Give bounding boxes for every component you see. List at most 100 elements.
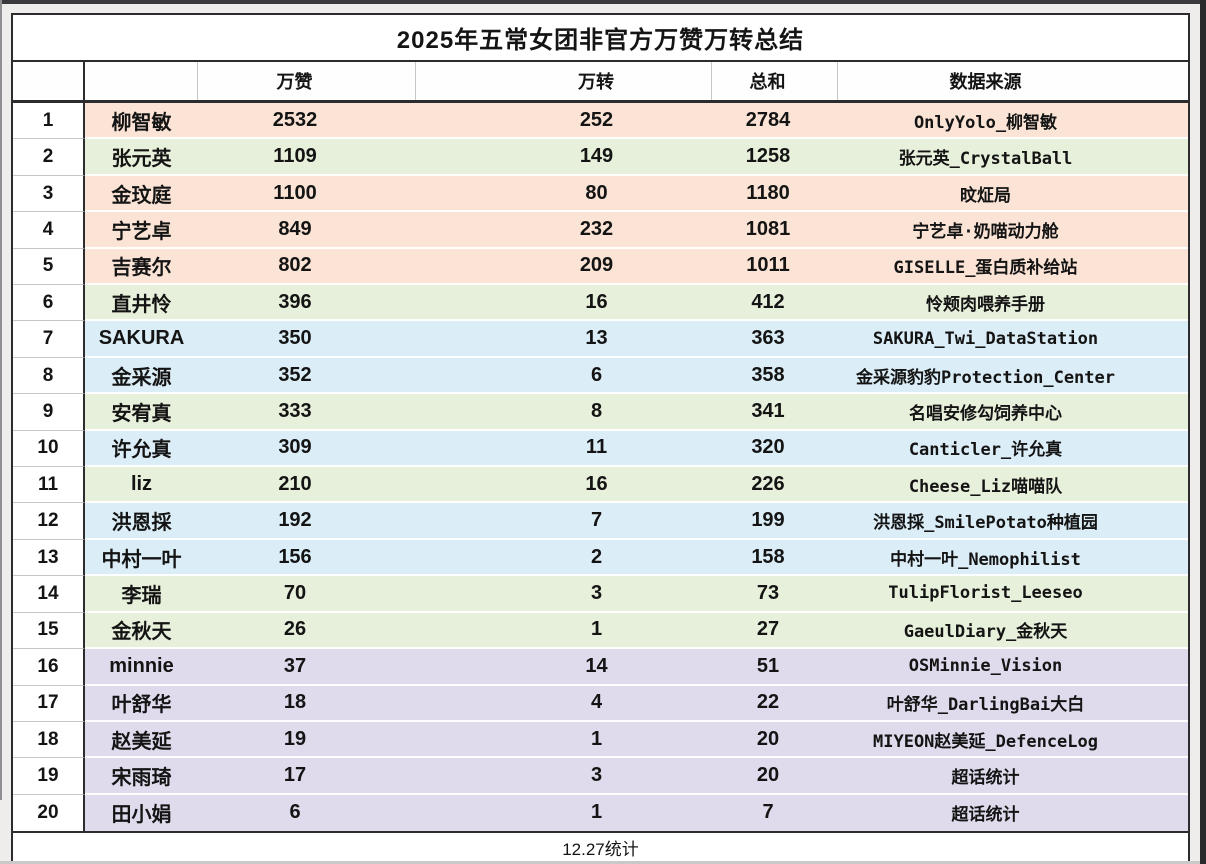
source-cell: 超话统计 (951, 805, 1020, 826)
rank-cell: 15 (13, 612, 85, 650)
total-cell: 22 (756, 691, 780, 714)
rank-cell: 14 (13, 576, 85, 613)
rank-cell: 12 (13, 503, 85, 540)
likes-cell: 156 (278, 545, 312, 568)
row-band: 张元英 1109 149 1258 张元英_CrystalBall (85, 139, 1188, 176)
table-row: 8 金采源 352 6 358 金采源豹豹Protection_Center (13, 357, 1188, 395)
row-band: 金玟庭 1100 80 1180 旼炡局 (85, 175, 1188, 213)
table-row: 6 直井怜 396 16 412 怜颊肉喂养手册 (13, 285, 1188, 322)
name-cell: liz (130, 472, 153, 495)
source-cell: 宁艺卓·奶喵动力舱 (912, 221, 1059, 242)
source-cell: GaeulDiary_金秋天 (903, 622, 1068, 643)
header-source: 数据来源 (949, 72, 1022, 92)
likes-cell: 70 (283, 581, 307, 604)
name-cell: 许允真 (111, 439, 172, 462)
name-cell: 赵美延 (111, 730, 172, 753)
source-cell: OSMinnie_Vision (908, 656, 1063, 677)
total-cell: 1258 (745, 145, 791, 168)
source-cell: Cheese_Liz喵喵队 (908, 476, 1063, 497)
table-row: 18 赵美延 19 1 20 MIYEON赵美延_DefenceLog (13, 721, 1188, 759)
table-body: 1 柳智敏 2532 252 2784 OnlyYolo_柳智敏 2 张元英 1… (13, 103, 1188, 832)
name-cell: 宋雨琦 (111, 767, 172, 790)
row-band: 宋雨琦 17 3 20 超话统计 (85, 758, 1188, 795)
row-band: 吉赛尔 802 209 1011 GISELLE_蛋白质补给站 (85, 248, 1188, 286)
header-total: 总和 (712, 62, 838, 100)
name-cell: 田小娟 (111, 804, 172, 827)
table-row: 17 叶舒华 18 4 22 叶舒华_DarlingBai大白 (13, 685, 1188, 722)
reposts-cell: 1 (590, 618, 603, 641)
row-band: minnie 37 14 51 OSMinnie_Vision (85, 649, 1188, 686)
name-cell: 宁艺卓 (111, 220, 172, 243)
reposts-cell: 1 (590, 727, 603, 750)
row-band: 许允真 309 11 320 Canticler_许允真 (85, 430, 1188, 468)
source-cell: 张元英_CrystalBall (898, 149, 1073, 170)
source-cell: SAKURA_Twi_DataStation (872, 328, 1099, 349)
name-cell: 洪恩採 (111, 512, 172, 535)
row-band: 金秋天 26 1 27 GaeulDiary_金秋天 (85, 612, 1188, 650)
name-cell: SAKURA (98, 327, 185, 350)
row-band: 李瑞 70 3 73 TulipFlorist_Leeseo (85, 576, 1188, 613)
name-cell: 安宥真 (111, 402, 172, 425)
name-cell: 张元英 (111, 148, 172, 171)
source-cell: 超话统计 (951, 768, 1020, 789)
source-cell: 怜颊肉喂养手册 (926, 294, 1045, 315)
table-row: 10 许允真 309 11 320 Canticler_许允真 (13, 430, 1188, 468)
source-cell: 金采源豹豹Protection_Center (856, 367, 1115, 388)
likes-cell: 309 (278, 436, 312, 459)
table-row: 15 金秋天 26 1 27 GaeulDiary_金秋天 (13, 612, 1188, 650)
header-rank (13, 62, 85, 100)
source-cell: 叶舒华_DarlingBai大白 (886, 695, 1085, 716)
header-likes: 万赞 (198, 62, 416, 100)
total-cell: 158 (751, 545, 785, 568)
photo-edge-left (0, 0, 2, 800)
likes-cell: 802 (278, 254, 312, 277)
rank-cell: 17 (13, 685, 85, 722)
reposts-cell: 8 (590, 399, 603, 422)
row-band: SAKURA 350 13 363 SAKURA_Twi_DataStation (85, 321, 1188, 358)
reposts-cell: 209 (579, 254, 614, 277)
name-cell: 金玟庭 (111, 184, 172, 207)
reposts-cell: 3 (590, 764, 603, 787)
rank-cell: 3 (13, 175, 85, 213)
rank-cell: 18 (13, 721, 85, 759)
likes-cell: 849 (278, 217, 312, 240)
table-row: 4 宁艺卓 849 232 1081 宁艺卓·奶喵动力舱 (13, 212, 1188, 249)
name-cell: minnie (109, 654, 174, 677)
total-cell: 412 (751, 290, 785, 313)
source-cell: TulipFlorist_Leeseo (888, 583, 1083, 604)
rank-cell: 6 (13, 285, 85, 322)
rank-cell: 4 (13, 212, 85, 249)
total-cell: 51 (756, 654, 780, 677)
likes-cell: 2532 (272, 108, 318, 131)
reposts-cell: 232 (579, 217, 614, 240)
table-row: 19 宋雨琦 17 3 20 超话统计 (13, 758, 1188, 795)
likes-cell: 192 (278, 509, 312, 532)
total-cell: 20 (756, 727, 780, 750)
row-band: 洪恩採 192 7 199 洪恩採_SmilePotato种植园 (85, 503, 1188, 540)
photo-edge-bottom (0, 861, 1206, 864)
reposts-cell: 16 (585, 472, 608, 495)
rank-cell: 20 (13, 794, 85, 832)
table-footer: 12.27统计 (13, 831, 1188, 862)
rank-cell: 16 (13, 649, 85, 686)
rank-cell: 1 (13, 103, 85, 140)
row-band: 宁艺卓 849 232 1081 宁艺卓·奶喵动力舱 (85, 212, 1188, 249)
source-cell: Canticler_许允真 (908, 440, 1063, 461)
source-cell: 旼炡局 (960, 185, 1011, 206)
reposts-cell: 16 (585, 290, 608, 313)
name-cell: 直井怜 (111, 293, 172, 316)
total-cell: 358 (751, 363, 785, 386)
total-cell: 1081 (745, 217, 791, 240)
photo-edge-right (1200, 0, 1206, 864)
summary-table: 2025年五常女团非官方万赞万转总结 万赞 万转 总和 数据来源 1 柳智敏 2… (11, 13, 1190, 864)
total-cell: 341 (751, 399, 785, 422)
rank-cell: 7 (13, 321, 85, 358)
rank-cell: 19 (13, 758, 85, 795)
likes-cell: 17 (283, 764, 307, 787)
rank-cell: 9 (13, 394, 85, 431)
likes-cell: 1100 (273, 181, 317, 204)
total-cell: 320 (751, 436, 785, 459)
total-cell: 1180 (746, 181, 790, 204)
likes-cell: 352 (278, 363, 312, 386)
table-title: 2025年五常女团非官方万赞万转总结 (13, 15, 1188, 62)
